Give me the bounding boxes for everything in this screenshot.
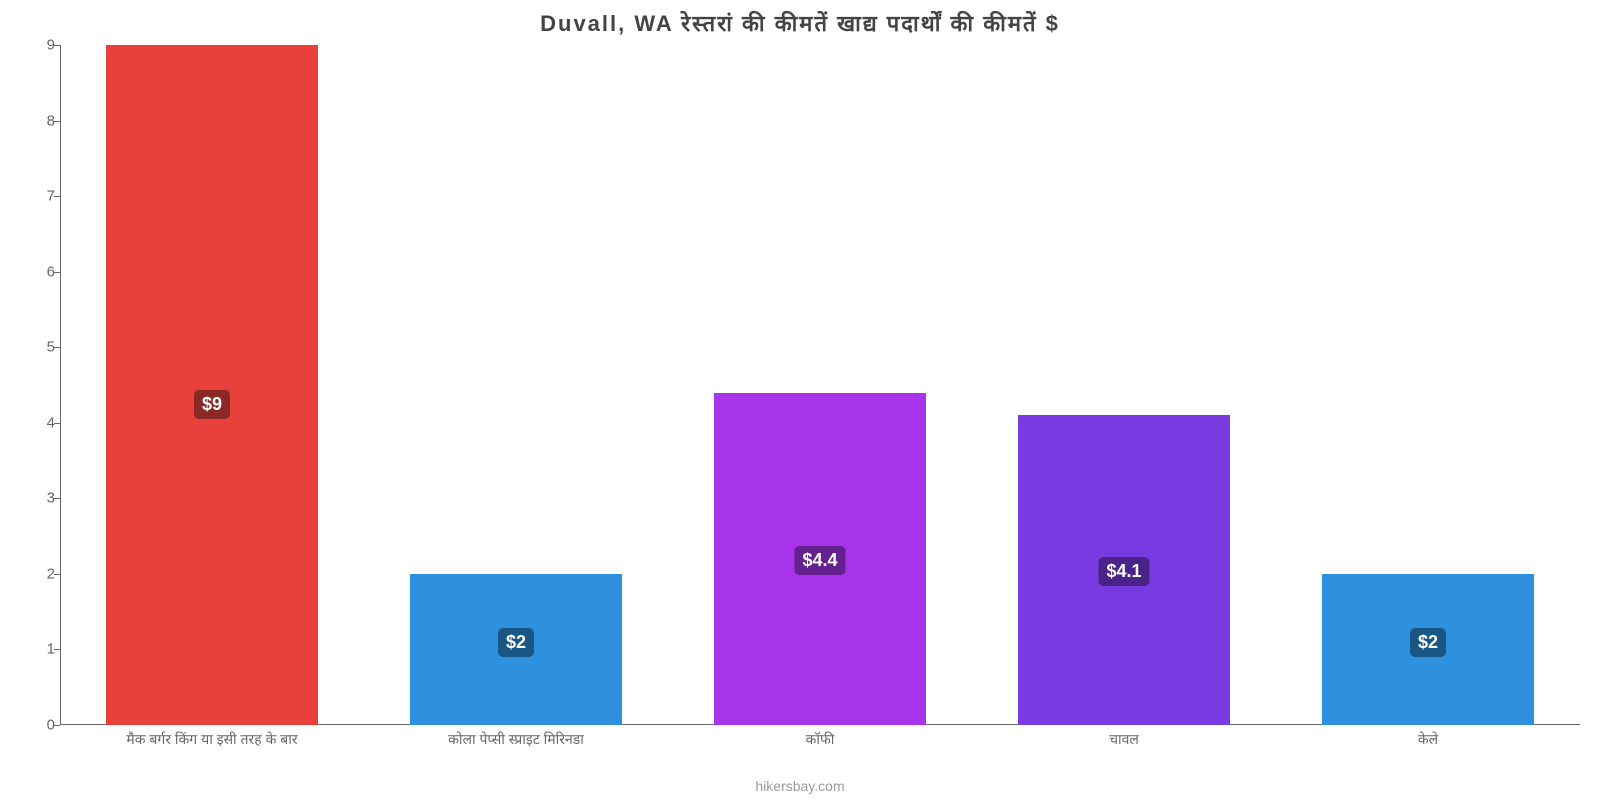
bar: $2 [1322,574,1535,725]
y-tick-mark [54,725,60,726]
y-tick-mark [54,649,60,650]
y-tick-mark [54,121,60,122]
x-category-label: मैक बर्गर किंग या इसी तरह के बार [126,730,297,749]
bar-value-label: $4.1 [1098,557,1149,586]
y-tick-mark [54,498,60,499]
y-tick-label: 1 [20,641,55,658]
y-tick-label: 4 [20,414,55,431]
y-tick-mark [54,272,60,273]
y-tick-label: 0 [20,717,55,734]
y-tick-mark [54,196,60,197]
x-category-label: चावल [1109,730,1139,749]
bar-value-label: $2 [498,628,534,657]
x-labels: मैक बर्गर किंग या इसी तरह के बार कोला पेप… [60,730,1580,760]
bar-value-label: $9 [194,390,230,419]
x-category-label: कोला पेप्सी स्प्राइट मिरिनडा [448,730,584,749]
y-tick-label: 9 [20,37,55,54]
y-tick-mark [54,347,60,348]
chart-title: Duvall, WA रेस्तरां की कीमतें खाद्य पदार… [0,0,1600,38]
x-category-label: केले [1418,730,1438,749]
bar: $9 [106,45,319,725]
y-tick-label: 2 [20,565,55,582]
source-label: hikersbay.com [0,778,1600,794]
bar-value-label: $4.4 [794,546,845,575]
y-tick-label: 3 [20,490,55,507]
bar: $4.4 [714,393,927,725]
y-tick-mark [54,423,60,424]
y-tick-label: 7 [20,188,55,205]
y-tick-label: 8 [20,112,55,129]
y-tick-mark [54,45,60,46]
y-tick-label: 5 [20,339,55,356]
bars-container: $9 $2 $4.4 $4.1 $2 [60,45,1580,725]
bar-value-label: $2 [1410,628,1446,657]
y-tick-mark [54,574,60,575]
y-tick-label: 6 [20,263,55,280]
bar: $4.1 [1018,415,1231,725]
x-category-label: कॉफी [806,730,835,749]
bar: $2 [410,574,623,725]
plot-area: $9$2$4.4$4.1$2 0123456789 [60,45,1580,725]
